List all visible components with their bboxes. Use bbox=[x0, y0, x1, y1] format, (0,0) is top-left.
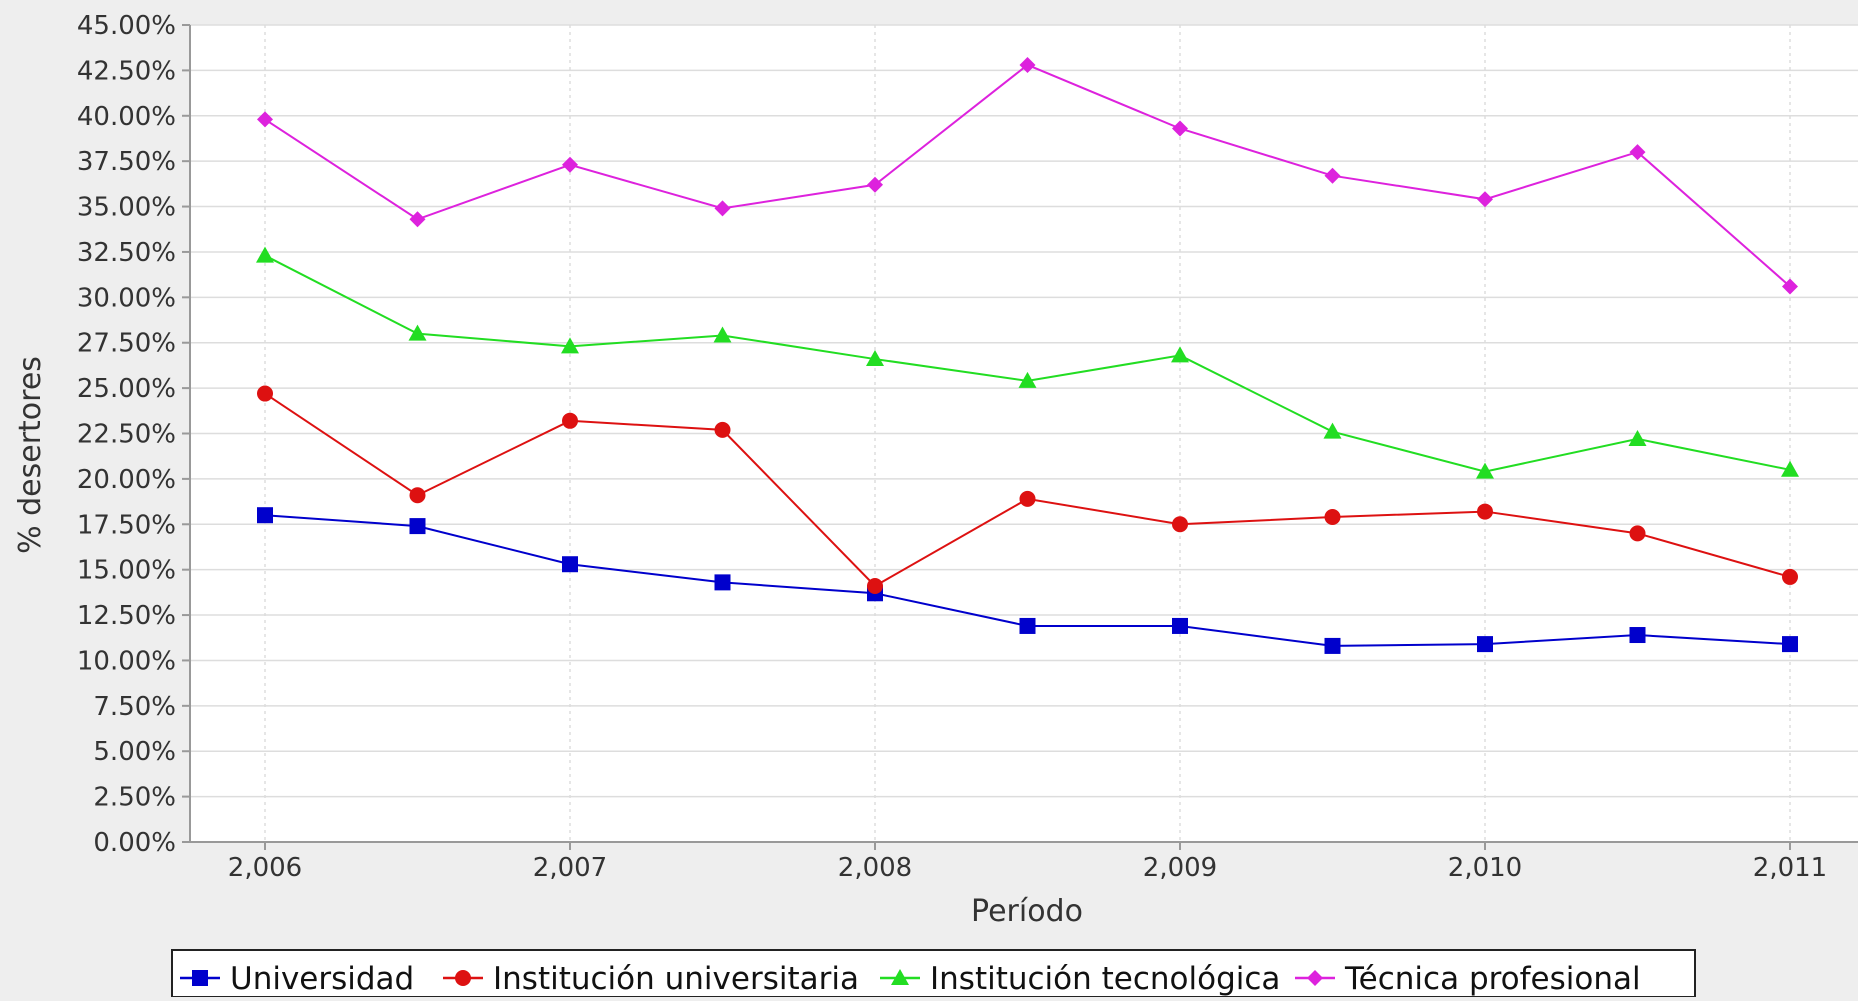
data-point bbox=[714, 421, 731, 438]
x-axis-title: Período bbox=[971, 894, 1083, 929]
data-point bbox=[1477, 636, 1493, 653]
y-tick-label: 40.00% bbox=[77, 102, 176, 132]
y-tick-label: 5.00% bbox=[93, 737, 176, 767]
data-point bbox=[1477, 191, 1493, 208]
legend-label: Institución universitaria bbox=[493, 961, 859, 997]
data-point bbox=[1323, 422, 1342, 439]
data-point bbox=[1477, 503, 1493, 520]
data-point bbox=[1781, 460, 1799, 477]
y-tick-label: 10.00% bbox=[77, 646, 176, 676]
data-point bbox=[562, 412, 578, 429]
data-point bbox=[562, 156, 578, 173]
series-layer bbox=[256, 56, 1799, 654]
data-point bbox=[1172, 120, 1188, 137]
y-tick-label: 32.50% bbox=[77, 238, 176, 268]
data-point bbox=[1628, 429, 1647, 446]
legend-marker bbox=[455, 970, 471, 986]
x-tick-label: 2,009 bbox=[1143, 853, 1217, 883]
x-tick-label: 2,008 bbox=[838, 853, 912, 883]
legend-marker bbox=[891, 969, 909, 985]
data-point bbox=[867, 578, 883, 595]
legend-marker bbox=[1307, 970, 1323, 986]
data-point bbox=[1019, 490, 1036, 507]
y-tick-label: 22.50% bbox=[77, 420, 176, 450]
data-point bbox=[1324, 167, 1341, 184]
y-tick-label: 15.00% bbox=[77, 556, 176, 586]
y-tick-label: 12.50% bbox=[77, 601, 176, 631]
y-tick-labels: 0.00% 2.50% 5.00% 7.50% 10.00% 12.50% 15.00% 17… bbox=[77, 11, 176, 858]
data-point bbox=[257, 385, 273, 402]
data-point bbox=[1324, 509, 1341, 526]
data-point bbox=[409, 487, 426, 504]
data-point bbox=[257, 111, 273, 128]
data-point bbox=[409, 211, 426, 228]
x-tick-label: 2,011 bbox=[1753, 853, 1827, 883]
series-4 bbox=[257, 56, 1798, 295]
legend-item: Institución universitaria bbox=[443, 961, 859, 997]
x-tick-labels: 2,006 2,007 2,008 2,009 2,010 2,011 bbox=[228, 853, 1827, 883]
data-point bbox=[1629, 627, 1646, 644]
data-point bbox=[1172, 516, 1188, 533]
data-point bbox=[1172, 617, 1188, 634]
data-point bbox=[1629, 525, 1646, 542]
legend-label: Técnica profesional bbox=[1344, 961, 1641, 997]
y-tick-label: 25.00% bbox=[77, 374, 176, 404]
gridlines bbox=[182, 24, 1858, 850]
data-point bbox=[714, 574, 731, 591]
legend-label: Universidad bbox=[230, 961, 414, 997]
data-point bbox=[1324, 637, 1341, 654]
data-point bbox=[256, 246, 274, 263]
y-tick-label: 42.50% bbox=[77, 56, 176, 86]
y-axis-title: % desertores bbox=[13, 356, 48, 554]
axes bbox=[189, 25, 1858, 843]
y-tick-label: 37.50% bbox=[77, 147, 176, 177]
data-point bbox=[713, 326, 732, 343]
data-point bbox=[562, 556, 578, 573]
data-point bbox=[1782, 278, 1798, 295]
y-tick-label: 45.00% bbox=[77, 11, 176, 41]
data-point bbox=[1019, 56, 1036, 73]
data-point bbox=[1171, 346, 1189, 363]
legend-label: Institución tecnológica bbox=[930, 961, 1280, 997]
data-point bbox=[866, 350, 884, 367]
data-point bbox=[1782, 568, 1798, 585]
data-point bbox=[714, 200, 731, 217]
legend-item: Universidad bbox=[180, 961, 414, 997]
data-point bbox=[409, 518, 426, 535]
legend-item: Institución tecnológica bbox=[880, 961, 1280, 997]
legend-box bbox=[171, 949, 1696, 998]
y-tick-label: 30.00% bbox=[77, 283, 176, 313]
legend-item: Técnica profesional bbox=[1295, 961, 1641, 997]
legend-marker bbox=[192, 970, 208, 986]
y-tick-label: 0.00% bbox=[93, 828, 176, 858]
data-point bbox=[257, 507, 273, 524]
y-tick-label: 2.50% bbox=[93, 783, 176, 813]
data-point bbox=[561, 337, 579, 354]
series-3 bbox=[256, 246, 1799, 479]
data-point bbox=[1476, 462, 1494, 479]
x-tick-label: 2,007 bbox=[533, 853, 607, 883]
x-tick-label: 2,006 bbox=[228, 853, 302, 883]
y-tick-label: 20.00% bbox=[77, 465, 176, 495]
data-point bbox=[1782, 636, 1798, 653]
data-point bbox=[867, 176, 883, 193]
legend: Universidad Institución universitaria Inst… bbox=[171, 949, 1696, 998]
data-point bbox=[1018, 371, 1037, 388]
data-point bbox=[1019, 617, 1036, 634]
y-tick-label: 17.50% bbox=[77, 510, 176, 540]
series-2 bbox=[257, 385, 1798, 595]
y-tick-label: 7.50% bbox=[93, 692, 176, 722]
x-tick-label: 2,010 bbox=[1448, 853, 1522, 883]
y-tick-label: 35.00% bbox=[77, 193, 176, 223]
data-point bbox=[408, 324, 427, 341]
data-point bbox=[1629, 144, 1646, 161]
y-tick-label: 27.50% bbox=[77, 329, 176, 359]
